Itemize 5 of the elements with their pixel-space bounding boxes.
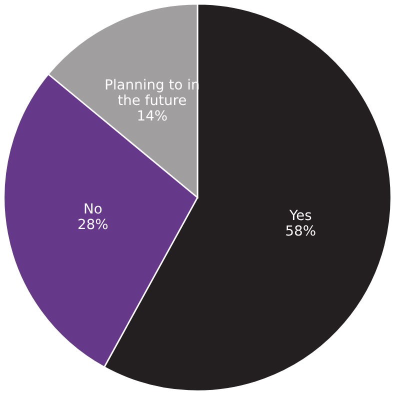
slice-label: Yes — [289, 210, 312, 220]
data-label: 28% — [78, 218, 108, 230]
data-label: 14% — [138, 110, 167, 121]
data-label: 58% — [286, 225, 316, 236]
slice-label: No — [84, 203, 102, 214]
